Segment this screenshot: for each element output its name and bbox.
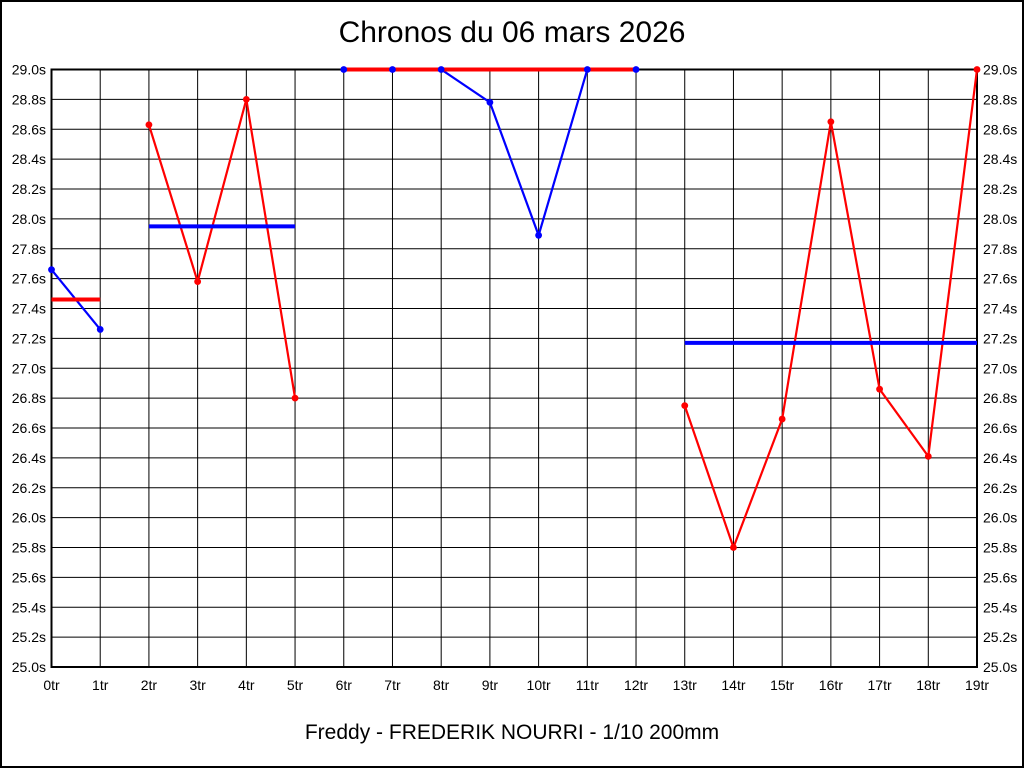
y-tick-label-left: 28.4s [12, 151, 46, 167]
lap-dot-run-4 [973, 66, 981, 73]
y-tick-label-left: 27.0s [12, 360, 46, 376]
y-tick-label-right: 26.8s [983, 390, 1017, 406]
x-tick-label: 5tr [287, 677, 304, 693]
x-tick-label: 7tr [384, 677, 401, 693]
y-tick-label-left: 27.6s [12, 271, 46, 287]
lap-dot-run-1 [48, 266, 55, 274]
lap-dot-run-3 [632, 66, 640, 73]
y-tick-label-right: 28.2s [983, 181, 1017, 197]
lap-dot-run-2 [242, 95, 250, 103]
lap-dot-run-2 [194, 278, 202, 286]
y-tick-label-left: 25.2s [12, 629, 46, 645]
y-tick-label-right: 27.8s [983, 241, 1017, 257]
x-tick-label: 2tr [141, 677, 158, 693]
y-tick-label-left: 26.6s [12, 420, 46, 436]
y-tick-label-left: 25.0s [12, 659, 46, 675]
y-tick-label-right: 27.2s [983, 330, 1017, 346]
y-tick-label-left: 28.2s [12, 181, 46, 197]
x-tick-label: 16tr [819, 677, 843, 693]
lap-dot-run-3 [486, 98, 494, 106]
lap-dot-run-3 [535, 231, 543, 239]
y-tick-label-left: 26.8s [12, 390, 46, 406]
lap-dot-run-3 [340, 66, 348, 73]
y-tick-label-left: 25.4s [12, 599, 46, 615]
y-tick-label-left: 26.4s [12, 450, 46, 466]
x-tick-label: 13tr [673, 677, 697, 693]
y-tick-label-left: 26.0s [12, 510, 46, 526]
y-tick-label-right: 28.0s [983, 211, 1017, 227]
y-tick-label-left: 28.8s [12, 91, 46, 107]
y-tick-label-left: 28.0s [12, 211, 46, 227]
x-tick-label: 18tr [916, 677, 940, 693]
y-tick-label-right: 28.6s [983, 121, 1017, 137]
x-tick-label: 17tr [868, 677, 892, 693]
y-tick-label-right: 25.2s [983, 629, 1017, 645]
lap-dot-run-4 [827, 118, 835, 126]
lap-dot-run-1 [96, 326, 104, 333]
x-tick-label: 0tr [43, 677, 60, 693]
lap-dot-run-3 [583, 66, 591, 73]
y-tick-label-right: 26.6s [983, 420, 1017, 436]
x-tick-label: 8tr [433, 677, 450, 693]
lap-dot-run-4 [778, 415, 786, 423]
y-tick-label-left: 29.0s [12, 62, 46, 78]
lap-dot-run-4 [876, 385, 883, 393]
lap-dot-run-4 [924, 452, 932, 460]
x-tick-label: 15tr [770, 677, 794, 693]
y-tick-label-right: 26.2s [983, 480, 1017, 496]
y-tick-label-right: 25.0s [983, 659, 1017, 675]
y-tick-label-left: 27.8s [12, 241, 46, 257]
y-tick-label-left: 26.2s [12, 480, 46, 496]
y-tick-label-left: 25.6s [12, 569, 46, 585]
lap-dot-run-3 [389, 66, 396, 73]
chart-title: Chronos du 06 mars 2026 [338, 16, 686, 49]
x-tick-label: 11tr [576, 677, 599, 693]
x-tick-label: 4tr [238, 677, 255, 693]
y-tick-label-right: 25.8s [983, 540, 1017, 556]
y-tick-label-left: 28.6s [12, 121, 46, 137]
x-tick-label: 6tr [336, 677, 353, 693]
x-tick-label: 10tr [527, 677, 551, 693]
y-tick-label-right: 29.0s [983, 62, 1017, 78]
lap-dot-run-2 [291, 394, 299, 402]
x-tick-label: 12tr [624, 677, 648, 693]
y-tick-label-right: 27.4s [983, 301, 1017, 317]
lap-dot-run-4 [730, 544, 737, 551]
x-tick-label: 3tr [189, 677, 206, 693]
y-tick-label-left: 27.2s [12, 330, 46, 346]
y-tick-label-right: 25.6s [983, 569, 1017, 585]
lap-dot-run-2 [145, 121, 153, 129]
y-tick-label-left: 25.8s [12, 540, 46, 556]
y-tick-label-right: 28.4s [983, 151, 1017, 167]
chart-caption: Freddy - FREDERIK NOURRI - 1/10 200mm [304, 721, 720, 744]
lap-dot-run-4 [681, 402, 689, 409]
y-tick-label-right: 26.4s [983, 450, 1017, 466]
x-tick-label: 9tr [482, 677, 499, 693]
lap-line-run-2 [147, 99, 297, 399]
lap-dot-run-3 [437, 66, 445, 73]
y-tick-label-right: 25.4s [983, 599, 1017, 615]
x-tick-label: 19tr [965, 677, 989, 693]
y-tick-label-right: 28.8s [983, 91, 1017, 107]
x-tick-label: 14tr [721, 677, 745, 693]
y-tick-label-right: 26.0s [983, 510, 1017, 526]
y-tick-label-right: 27.6s [983, 271, 1017, 287]
x-tick-label: 1tr [92, 677, 109, 693]
y-tick-label-right: 27.0s [983, 360, 1017, 376]
y-tick-label-left: 27.4s [12, 301, 46, 317]
